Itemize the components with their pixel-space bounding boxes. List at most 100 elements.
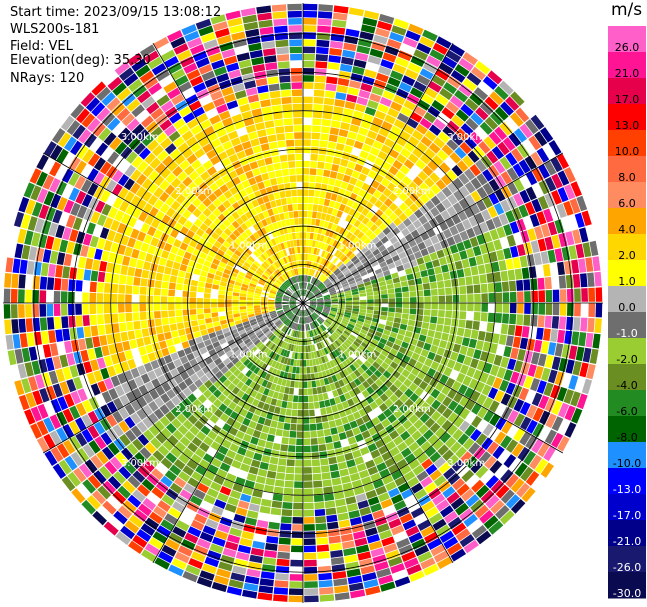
gate [274,479,285,487]
gate [248,503,260,512]
gate [531,475,546,491]
gate [365,368,374,377]
gate [57,396,69,411]
gate [352,395,360,404]
gate [146,473,160,486]
gate [323,104,334,113]
gate [110,375,121,387]
gate [387,107,400,118]
gate [184,430,196,442]
gate [179,489,193,501]
gate [371,416,381,426]
gate [223,93,236,103]
gate [411,129,424,141]
gate [268,405,276,413]
gate [309,232,314,240]
gate [428,323,437,331]
gate [153,303,161,311]
gate [172,336,181,345]
gate [276,269,282,276]
gate [258,585,274,594]
gate [399,275,407,282]
gate [310,300,317,302]
gate [275,306,282,309]
gate [408,382,418,392]
gate [291,538,303,546]
gate [293,276,297,283]
gate [129,339,138,349]
gate [154,349,163,360]
gate [260,305,268,308]
gate [336,328,343,334]
gate [381,333,389,341]
gate [144,214,155,226]
gate [493,160,506,174]
gate [337,77,350,87]
gate [237,470,248,479]
gate [340,322,347,328]
gate [134,356,143,367]
gate [137,434,150,446]
gate [259,432,268,441]
gate [101,112,116,127]
gate [258,255,265,263]
gate [285,263,291,271]
gate [476,186,488,199]
gate [505,210,516,223]
gate [189,297,196,303]
gate [284,281,290,288]
gate [451,278,459,287]
gate [218,194,227,204]
gate [279,190,286,199]
gate [246,271,254,278]
gate [299,289,302,297]
gate [124,403,136,416]
gate [276,309,283,313]
gate [364,319,372,325]
gate [103,521,119,536]
gate [287,328,292,335]
gate [118,284,126,294]
gate [255,288,263,292]
gate [288,313,294,319]
gate [112,82,127,96]
gate [82,399,93,413]
gate [254,293,261,297]
gate [94,346,103,359]
gate [63,253,73,267]
gate [162,274,171,282]
gate [423,342,432,351]
gate [432,154,444,167]
gate [128,78,143,93]
gate [287,255,292,263]
gate [68,279,76,291]
gate [445,436,457,449]
gate [157,333,165,342]
gate [372,349,381,357]
gate [342,332,349,339]
gate [526,404,538,419]
gate [289,581,303,588]
gate [274,119,284,127]
gate [275,199,282,207]
gate [300,282,303,289]
gate [567,214,578,230]
gate [289,218,295,226]
gate [276,421,284,430]
colorbar-swatch [608,494,646,521]
gate [463,239,472,250]
gate [402,36,418,48]
gate [311,139,320,147]
gate [260,276,267,282]
gate [303,175,310,182]
gate [231,211,240,220]
gate [208,332,217,339]
gate [234,45,249,55]
gate [352,300,360,303]
gate [270,274,277,281]
gate [378,244,386,253]
gate [413,376,423,387]
gate [239,299,246,303]
gate [347,277,355,283]
gate [64,340,73,354]
